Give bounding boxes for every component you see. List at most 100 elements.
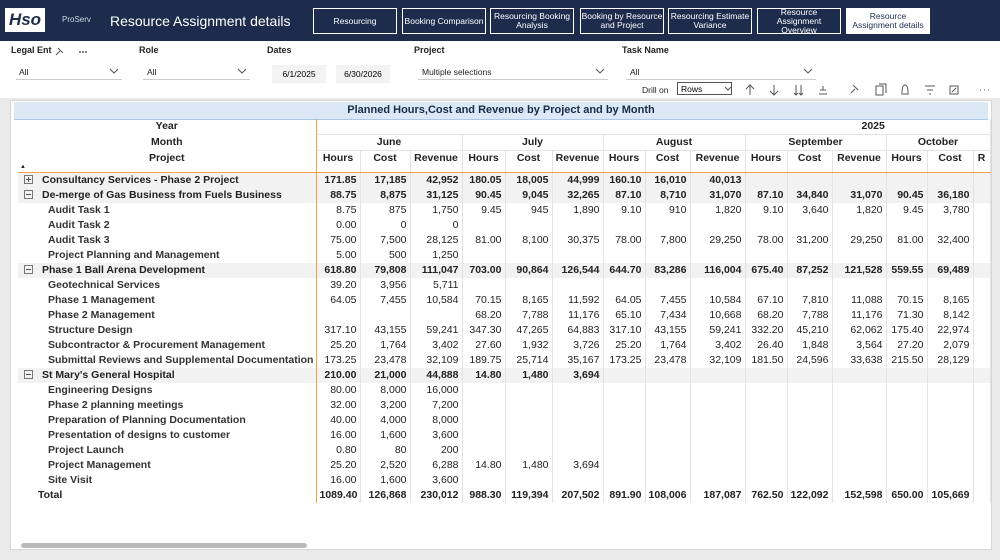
value-cell: 30,375 [552,232,604,248]
value-cell: 347.30 [462,322,506,338]
value-cell [927,367,974,383]
value-cell [927,427,974,443]
value-cell: 7,800 [645,232,691,248]
value-cell: 68.20 [462,307,506,323]
value-cell: 33,638 [832,352,887,368]
value-cell [973,457,991,473]
value-cell [787,412,833,428]
value-cell: 29,250 [832,232,887,248]
row-label: Engineering Designs [18,382,317,398]
sort-arrow[interactable]: ▲ [20,163,26,170]
value-cell: 910 [645,202,691,218]
value-cell: 7,788 [505,307,553,323]
value-cell [505,382,553,398]
value-cell [886,397,928,413]
nav-tab[interactable]: Resourcing Booking Analysis [490,8,574,34]
value-cell: 25,714 [505,352,553,368]
expand-icon[interactable] [24,174,33,184]
row-label: Project Management [18,457,317,473]
toolbar-icons[interactable] [724,82,994,98]
value-cell: 8,165 [505,292,553,308]
date-end[interactable]: 6/30/2026 [336,65,390,83]
label-text: Engineering Designs [48,383,153,396]
value-cell: 116,004 [690,262,746,278]
dropdown[interactable] [16,63,122,80]
value-cell [973,277,991,293]
value-cell: 8,142 [927,307,974,323]
value-cell: 80.00 [316,382,361,398]
value-cell: 3,402 [690,337,746,353]
value-cell [886,367,928,383]
value-cell [973,187,991,203]
nav-tab[interactable]: Resource Assignment details [846,8,930,34]
value-cell [927,457,974,473]
value-cell [927,217,974,233]
value-cell [787,172,833,188]
value-cell [927,397,974,413]
value-cell [832,247,887,263]
nav-tab[interactable]: Resourcing Estimate Variance [668,8,752,34]
value-cell [645,382,691,398]
value-cell: 64.05 [316,292,361,308]
value-cell [787,442,833,458]
date-start[interactable]: 6/1/2025 [272,65,326,83]
value-cell: 35,167 [552,352,604,368]
task-row: Structure Design 317.10 43,155 59,241 347.30… [18,322,991,338]
value-cell: 36,180 [927,187,974,203]
collapse-icon[interactable] [24,264,33,274]
value-cell: 32,265 [552,187,604,203]
value-cell [832,217,887,233]
visual-icons[interactable] [52,45,92,59]
value-cell [603,277,646,293]
row-label: Audit Task 2 [18,217,317,233]
value-cell: 87,252 [787,262,833,278]
task-row: Project Management 25.20 2,520 6,288 14.80 1,… [18,457,991,473]
month-header: September [745,134,887,151]
task-row: Audit Task 2 0.00 0 0 [18,217,991,233]
value-cell: 675.40 [745,262,788,278]
scrollbar[interactable] [21,543,307,548]
value-cell: 0.00 [316,217,361,233]
value-cell: 173.25 [316,352,361,368]
value-cell [886,277,928,293]
value-cell: 11,592 [552,292,604,308]
value-cell: 1,932 [505,337,553,353]
value-cell [886,457,928,473]
nav-tab[interactable]: Resource Assignment Overview [757,7,841,34]
value-cell [745,367,788,383]
measure-header: Revenue [832,150,887,173]
value-cell [886,247,928,263]
value-cell: 762.50 [745,487,788,503]
row-label: Phase 2 Management [18,307,317,323]
nav-tab[interactable]: Booking by Resource and Project [580,8,664,34]
nav-tab[interactable]: Booking Comparison [402,8,486,34]
collapse-icon[interactable] [24,369,33,379]
row-label: Phase 1 Management [18,292,317,308]
value-cell [552,412,604,428]
task-row: Geotechnical Services 39.20 3,956 5,711 [18,277,991,293]
dropdown[interactable] [418,63,608,80]
dropdown[interactable] [626,63,816,80]
value-cell [787,382,833,398]
task-row: Phase 2 planning meetings 32.00 3,200 7,200 [18,397,991,413]
collapse-icon[interactable] [24,189,33,199]
value-cell [927,172,974,188]
value-cell [973,472,991,488]
dropdown[interactable] [143,63,250,80]
value-cell [973,397,991,413]
value-cell: 28,129 [927,352,974,368]
value-cell [645,277,691,293]
value-cell [462,277,506,293]
nav-tab[interactable]: Resourcing [313,8,397,34]
value-cell: 70.15 [462,292,506,308]
filter-label: Role [139,45,159,55]
value-cell [973,202,991,218]
project-row: De-merge of Gas Business from Fuels Busi… [18,187,991,203]
value-cell [690,427,746,443]
drill-select[interactable]: Rows [677,82,732,95]
value-cell [787,397,833,413]
value-cell: 25.20 [603,337,646,353]
value-cell: 173.25 [603,352,646,368]
value-cell [973,292,991,308]
row-label: Subcontractor & Procurement Management [18,337,317,353]
